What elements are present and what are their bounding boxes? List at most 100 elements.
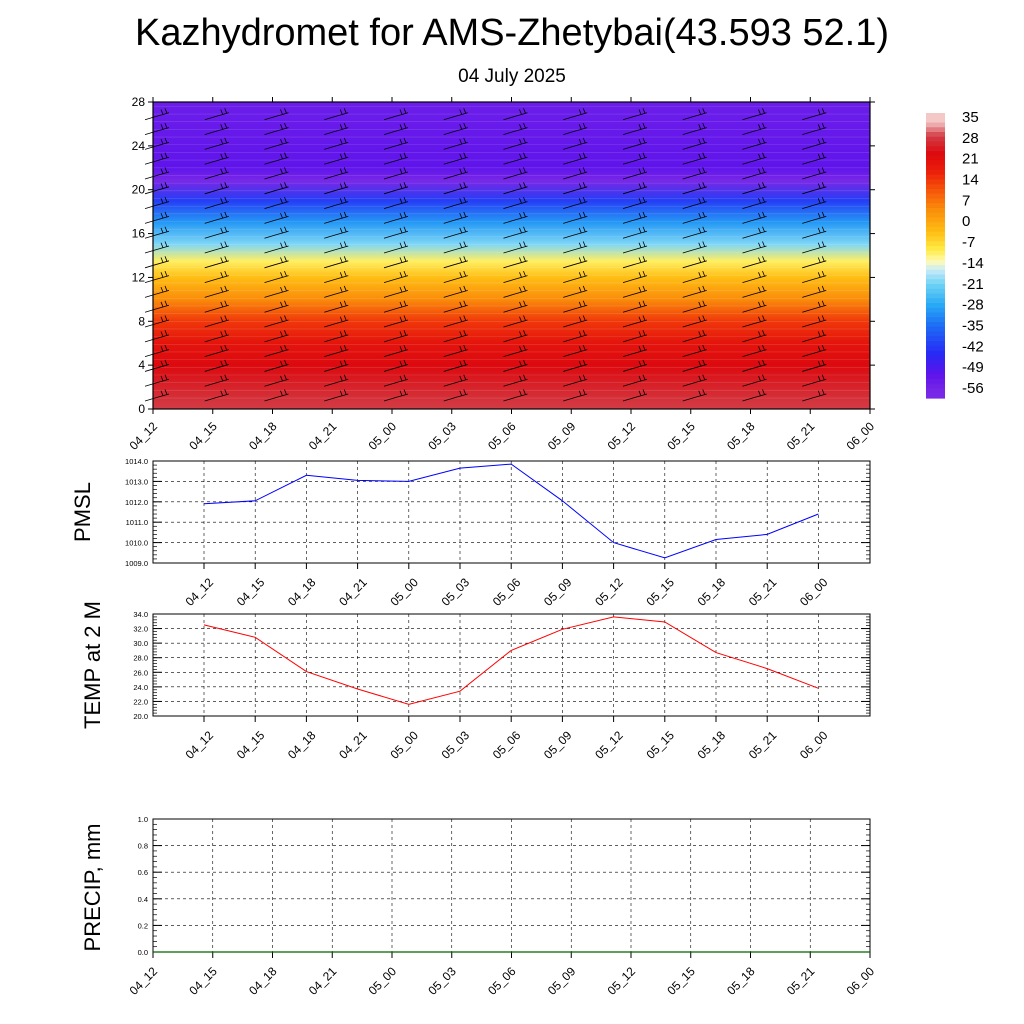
wind-barb: [144, 344, 170, 358]
wind-barb: [383, 152, 409, 165]
wind-barb: [443, 108, 468, 121]
wind-barbs: [144, 108, 827, 402]
colorbar-swatch: [926, 307, 945, 314]
wind-barb: [563, 374, 588, 387]
colorbar-swatch: [926, 203, 945, 209]
wind-barb: [682, 167, 707, 180]
wind-barb: [264, 108, 289, 121]
wind-barb: [204, 359, 229, 372]
wind-barb: [503, 270, 528, 284]
y-tick-label: 4: [138, 358, 145, 372]
colorbar-swatch: [926, 388, 945, 394]
wind-barb: [622, 196, 648, 209]
y-tick-label: 1014.0: [125, 457, 148, 466]
wind-barb: [264, 315, 289, 328]
wind-barb: [443, 167, 468, 180]
wind-barb: [204, 108, 229, 121]
wind-barb: [204, 300, 229, 313]
temp-panel: 20.0 22.0 24.0 26.0 28.0 30.0 32.0 34.0 04_12 04_…: [80, 601, 871, 762]
colorbar-swatch: [926, 274, 945, 280]
colorbar: 35 28 21 14 7 0 -7 -14 -21 -28 -35 -42 -49 -56: [926, 109, 984, 399]
wind-barb: [204, 285, 229, 298]
wind-barb: [742, 374, 767, 387]
wind-barb: [682, 315, 707, 328]
colorbar-swatch: [926, 136, 945, 143]
wind-barb: [204, 241, 229, 254]
wind-barb: [204, 330, 229, 343]
wind-barb: [802, 330, 827, 343]
wind-barb: [503, 344, 528, 358]
wind-barb: [622, 389, 648, 402]
colorbar-swatch: [926, 117, 945, 124]
colorbar-label: -42: [962, 338, 984, 355]
wind-barb: [324, 315, 349, 328]
wind-barb: [622, 344, 648, 358]
colorbar-label: -28: [962, 297, 984, 314]
wind-barb: [144, 389, 170, 402]
wind-barb: [622, 270, 648, 284]
y-tick-label: 0.4: [138, 895, 148, 904]
wind-barb: [503, 182, 528, 195]
wind-barb: [802, 122, 827, 135]
wind-barb: [563, 122, 588, 135]
colorbar-swatch: [926, 322, 945, 328]
wind-barb: [622, 256, 648, 269]
wind-barb: [383, 359, 409, 372]
wind-barb: [563, 270, 588, 284]
wind-barb: [144, 285, 170, 298]
x-tick-label: 04_15: [234, 728, 268, 762]
x-tick-label: 04_12: [127, 964, 161, 998]
wind-barb: [383, 256, 409, 269]
wind-barb: [144, 167, 170, 180]
x-tick-label: 05_21: [784, 964, 818, 998]
x-tick-label: 04_18: [285, 728, 319, 762]
wind-barb: [264, 211, 289, 224]
wind-barb: [802, 226, 827, 239]
y-tick-label: 1012.0: [125, 498, 148, 507]
wind-barb: [144, 330, 170, 343]
wind-barb: [264, 196, 289, 209]
wind-barb: [622, 330, 648, 343]
colorbar-swatch: [926, 189, 945, 195]
colorbar-swatch: [926, 174, 945, 181]
colorbar-swatch: [926, 317, 945, 323]
colorbar-label: -49: [962, 359, 984, 376]
wind-barb: [503, 359, 528, 372]
wind-barb: [563, 359, 588, 372]
wind-barb: [324, 182, 349, 195]
y-tick-label: 30.0: [133, 639, 148, 648]
colorbar-swatch: [926, 146, 945, 152]
wind-barb: [144, 108, 170, 121]
wind-barb: [622, 211, 648, 224]
wind-barb: [264, 137, 289, 150]
wind-barb: [622, 315, 648, 328]
wind-barb: [264, 270, 289, 284]
colorbar-swatch: [926, 250, 945, 257]
wind-barb: [144, 211, 170, 224]
wind-barb: [802, 300, 827, 313]
wind-barb: [563, 226, 588, 239]
wind-barb: [443, 226, 468, 239]
wind-barb: [264, 122, 289, 135]
x-tick-label: 05_18: [695, 728, 729, 762]
colorbar-swatch: [926, 151, 945, 157]
colorbar-swatch: [926, 217, 945, 223]
wind-barb: [144, 152, 170, 165]
x-tick-label: 05_18: [724, 964, 758, 998]
colorbar-swatch: [926, 165, 945, 171]
x-tick-label: 05_12: [592, 728, 626, 762]
wind-barb: [742, 270, 767, 284]
wind-barb: [563, 300, 588, 313]
colorbar-swatch: [926, 231, 945, 238]
wind-barb: [682, 241, 707, 254]
colorbar-swatch: [926, 298, 945, 304]
wind-barb: [682, 374, 707, 387]
wind-barb: [682, 285, 707, 298]
colorbar-swatch: [926, 312, 945, 318]
y-tick-label: 20: [132, 183, 146, 197]
wind-barb: [264, 300, 289, 313]
y-tick-label: 24.0: [133, 683, 148, 692]
wind-barb: [742, 241, 767, 254]
x-tick-label: 06_00: [844, 419, 878, 453]
colorbar-swatch: [926, 336, 945, 342]
